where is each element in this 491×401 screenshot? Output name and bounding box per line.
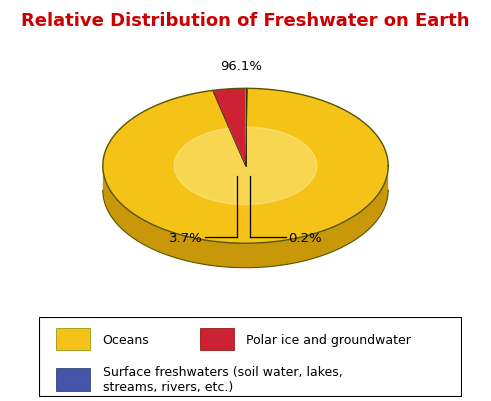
Text: 0.2%: 0.2% <box>288 231 322 244</box>
Text: 96.1%: 96.1% <box>220 60 262 73</box>
Polygon shape <box>103 89 388 244</box>
Text: Oceans: Oceans <box>103 333 149 346</box>
FancyBboxPatch shape <box>200 328 234 350</box>
FancyBboxPatch shape <box>56 368 90 391</box>
Polygon shape <box>246 89 247 166</box>
Polygon shape <box>174 128 317 205</box>
FancyBboxPatch shape <box>56 328 90 350</box>
Text: Polar ice and groundwater: Polar ice and groundwater <box>246 333 411 346</box>
Polygon shape <box>213 89 246 166</box>
Polygon shape <box>103 166 388 268</box>
Text: 3.7%: 3.7% <box>169 231 203 244</box>
Text: Surface freshwaters (soil water, lakes,
streams, rivers, etc.): Surface freshwaters (soil water, lakes, … <box>103 365 342 393</box>
Text: Relative Distribution of Freshwater on Earth: Relative Distribution of Freshwater on E… <box>21 12 470 30</box>
FancyBboxPatch shape <box>39 317 462 397</box>
